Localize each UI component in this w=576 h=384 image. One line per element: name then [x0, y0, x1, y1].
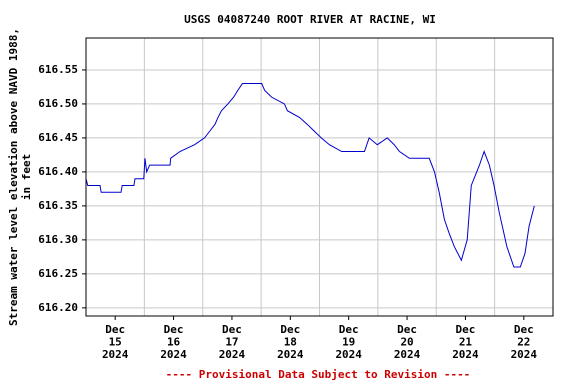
y-tick-label: 616.20	[38, 301, 78, 314]
y-tick-label: 616.55	[38, 63, 78, 76]
data-line	[85, 83, 535, 268]
plot-frame	[85, 37, 554, 317]
y-tick-label: 616.50	[38, 97, 78, 110]
y-tick-label: 616.30	[38, 233, 78, 246]
x-tick-label: Dec 21 2024	[452, 323, 479, 361]
y-axis-label: Stream water level elevation above NAVD …	[7, 28, 33, 326]
y-tick-label: 616.25	[38, 267, 78, 280]
x-tick-label: Dec 15 2024	[102, 323, 129, 361]
x-tick-label: Dec 16 2024	[160, 323, 187, 361]
y-tick-label: 616.40	[38, 165, 78, 178]
x-tick-label: Dec 22 2024	[511, 323, 538, 361]
x-tick-label: Dec 17 2024	[219, 323, 246, 361]
grid	[86, 38, 553, 316]
x-tick-label: Dec 19 2024	[335, 323, 362, 361]
x-tick-label: Dec 20 2024	[394, 323, 421, 361]
chart-title: USGS 04087240 ROOT RIVER AT RACINE, WI	[184, 13, 436, 26]
y-tick-label: 616.35	[38, 199, 78, 212]
plot	[85, 83, 535, 268]
footnote: ---- Provisional Data Subject to Revisio…	[166, 368, 471, 381]
y-tick-label: 616.45	[38, 131, 78, 144]
x-tick-label: Dec 18 2024	[277, 323, 304, 361]
